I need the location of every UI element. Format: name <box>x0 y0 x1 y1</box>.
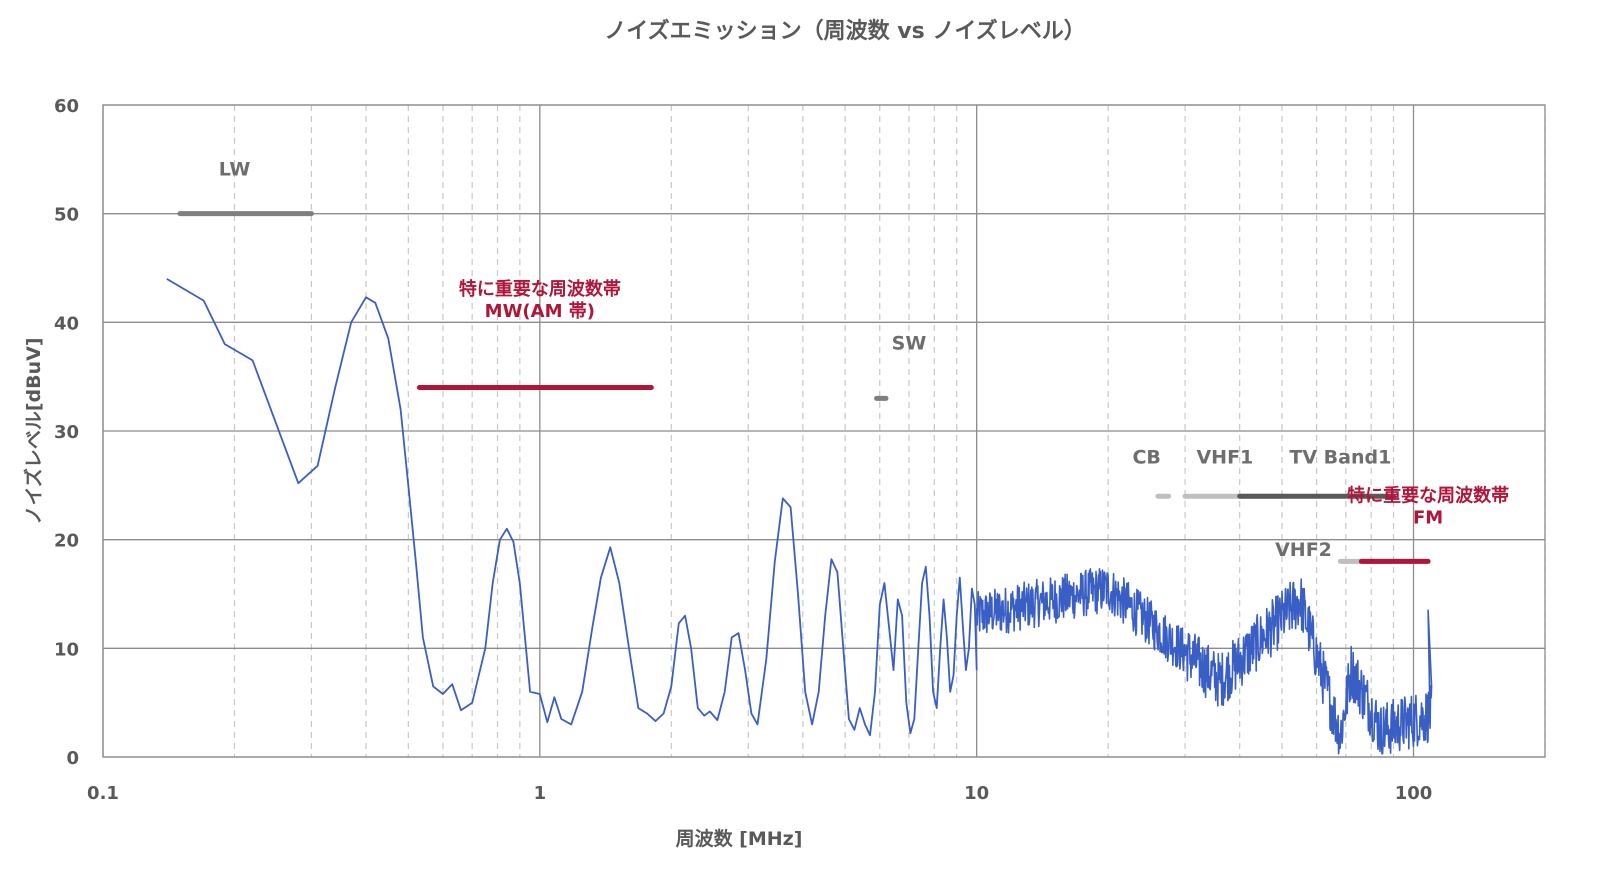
noise-line-dense <box>975 568 1433 755</box>
band-label: 特に重要な周波数帯 FM <box>1347 484 1509 528</box>
y-tick-label: 30 <box>54 422 79 443</box>
noise-line <box>166 278 978 737</box>
band-label: CB <box>1132 447 1160 469</box>
band-label: VHF2 <box>1275 539 1332 561</box>
x-tick-label: 1 <box>534 783 547 804</box>
noise-series <box>166 278 1433 755</box>
y-axis-title: ノイズレベル[dBuV] <box>22 337 45 524</box>
band-label: TV Band1 <box>1289 447 1391 469</box>
x-tick-label: 0.1 <box>87 783 119 804</box>
y-tick-label: 40 <box>54 313 79 334</box>
x-tick-label: 100 <box>1395 783 1433 804</box>
band-label: LW <box>219 159 251 181</box>
band-label: SW <box>892 333 927 355</box>
y-tick-label: 50 <box>54 205 79 226</box>
y-tick-label: 20 <box>54 531 79 552</box>
y-tick-label: 60 <box>54 96 79 117</box>
x-axis-title: 周波数 [MHz] <box>676 827 803 850</box>
y-tick-label: 0 <box>66 748 79 769</box>
x-tick-label: 10 <box>964 783 989 804</box>
major-gridlines <box>102 104 1545 758</box>
y-tick-label: 10 <box>54 639 79 660</box>
chart-title: ノイズエミッション（周波数 vs ノイズレベル） <box>604 18 1085 44</box>
plot-area-border <box>102 104 1546 758</box>
band-label: VHF1 <box>1196 447 1253 469</box>
band-label: 特に重要な周波数帯 MW(AM 帯) <box>459 278 621 322</box>
